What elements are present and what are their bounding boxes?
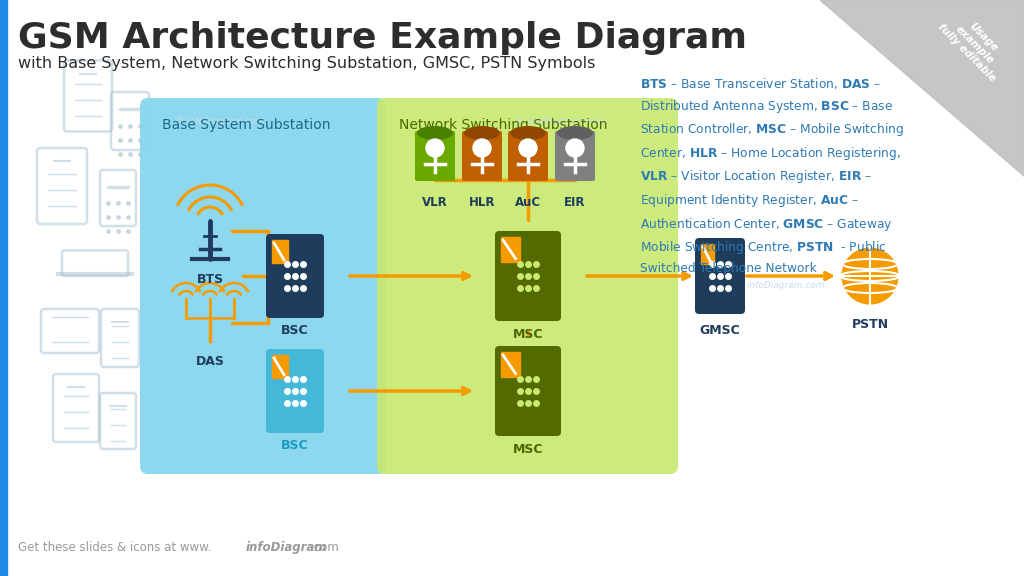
Text: Network Switching Substation: Network Switching Substation: [399, 118, 607, 132]
Text: with Base System, Network Switching Substation, GMSC, PSTN Symbols: with Base System, Network Switching Subs…: [18, 56, 595, 71]
Text: PSTN: PSTN: [851, 318, 889, 331]
Text: GMSC: GMSC: [699, 324, 740, 337]
Circle shape: [473, 139, 490, 157]
Ellipse shape: [417, 126, 453, 140]
FancyBboxPatch shape: [495, 346, 561, 436]
Text: © infoDiagram.com: © infoDiagram.com: [175, 116, 265, 126]
Text: $\bf{BTS}$ – Base Transceiver Station, $\bf{DAS}$ –
Distributed Antenna System, : $\bf{BTS}$ – Base Transceiver Station, $…: [640, 76, 904, 275]
FancyBboxPatch shape: [495, 231, 561, 321]
Text: © infoDiagram.com: © infoDiagram.com: [515, 116, 605, 126]
Bar: [272, 355, 288, 378]
Circle shape: [519, 139, 537, 157]
Text: © infoDiagram.com: © infoDiagram.com: [735, 282, 824, 290]
Text: HLR: HLR: [469, 196, 496, 209]
FancyBboxPatch shape: [266, 349, 324, 433]
Circle shape: [426, 139, 444, 157]
FancyBboxPatch shape: [462, 131, 502, 181]
Bar: [501, 352, 519, 377]
FancyBboxPatch shape: [695, 238, 745, 314]
FancyBboxPatch shape: [508, 131, 548, 181]
Text: MSC: MSC: [513, 443, 544, 456]
Text: GSM Architecture Example Diagram: GSM Architecture Example Diagram: [18, 21, 746, 55]
Text: infoDiagram: infoDiagram: [246, 541, 328, 554]
Text: BSC: BSC: [282, 439, 309, 452]
Text: BTS: BTS: [197, 273, 223, 286]
Text: VLR: VLR: [422, 196, 447, 209]
FancyBboxPatch shape: [415, 131, 455, 181]
Ellipse shape: [510, 126, 546, 140]
Bar: [501, 237, 519, 262]
FancyBboxPatch shape: [555, 131, 595, 181]
Text: DAS: DAS: [196, 355, 224, 368]
Text: Usage
example
fully editable: Usage example fully editable: [936, 6, 1014, 84]
Circle shape: [840, 246, 900, 306]
Text: Base System Substation: Base System Substation: [162, 118, 331, 132]
Circle shape: [566, 139, 584, 157]
Bar: [0, 0, 7, 576]
Text: AuC: AuC: [515, 196, 541, 209]
Bar: [701, 244, 715, 264]
FancyBboxPatch shape: [140, 98, 386, 474]
Text: MSC: MSC: [513, 328, 544, 341]
Text: Get these slides & icons at www.: Get these slides & icons at www.: [18, 541, 211, 554]
Ellipse shape: [464, 126, 500, 140]
Polygon shape: [820, 0, 1024, 176]
Text: BSC: BSC: [282, 324, 309, 337]
FancyBboxPatch shape: [266, 234, 324, 318]
Text: EIR: EIR: [564, 196, 586, 209]
Bar: [272, 240, 288, 263]
Text: .com: .com: [311, 541, 340, 554]
FancyBboxPatch shape: [377, 98, 678, 474]
Ellipse shape: [557, 126, 593, 140]
